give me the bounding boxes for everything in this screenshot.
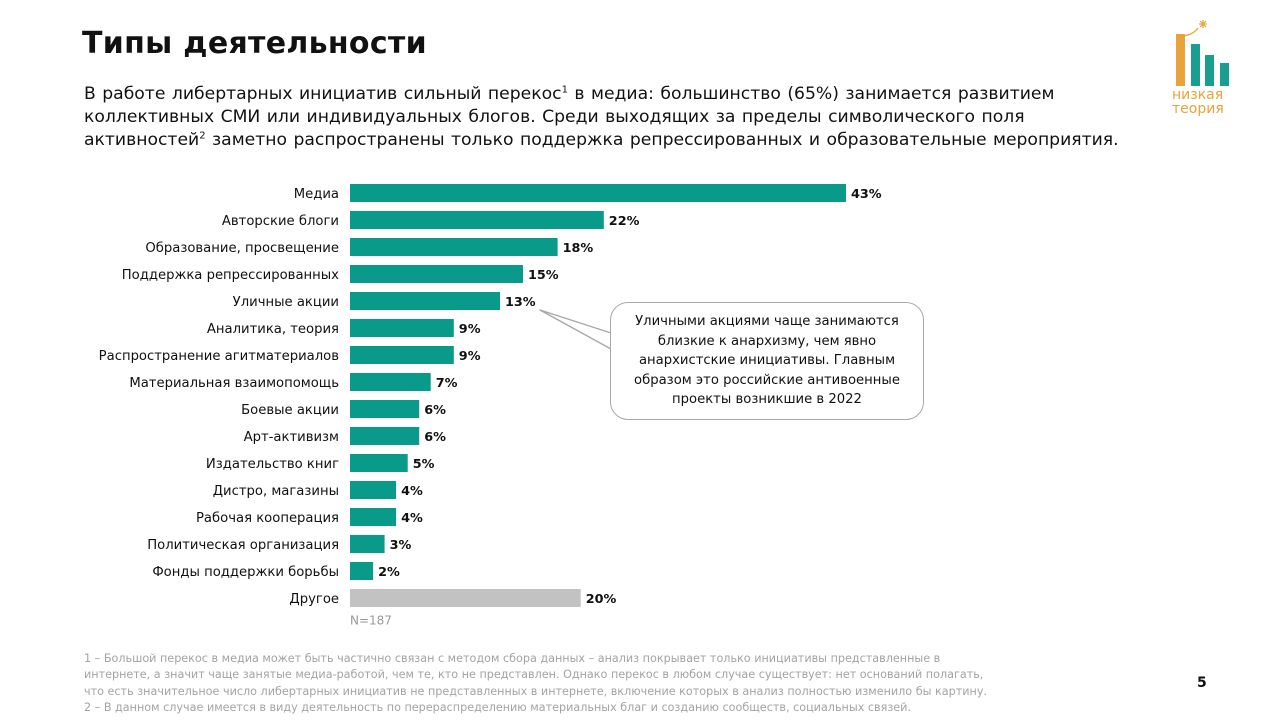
bar-value-label: 13%: [505, 295, 536, 310]
bar: [350, 427, 420, 445]
category-label: Рабочая кооперация: [196, 510, 339, 526]
bar: [350, 400, 420, 418]
bar: [350, 481, 397, 499]
bar: [350, 265, 523, 283]
bar: [350, 238, 558, 256]
lead-line-3-start: активностей: [84, 130, 200, 150]
bar: [350, 319, 454, 337]
bar: [350, 589, 581, 607]
bar-value-label: 4%: [401, 511, 423, 526]
bar-value-label: 9%: [459, 349, 481, 364]
activity-types-bar-chart: Медиа 43% Авторские блоги 22% Образование, п…: [99, 184, 882, 628]
category-label: Распространение агитматериалов: [99, 349, 339, 364]
category-label: Авторские блоги: [222, 213, 339, 229]
bar: [350, 508, 397, 526]
bar: [350, 535, 385, 553]
page-title: Типы деятельности: [82, 26, 427, 61]
lead-line-1-start: В работе либертарных инициатив сильный п…: [84, 84, 562, 104]
logo-word-1: низкая: [1172, 87, 1224, 103]
category-label: Фонды поддержки борьбы: [152, 564, 339, 580]
bar-value-label: 20%: [586, 592, 617, 607]
page-number: 5: [1197, 675, 1207, 691]
category-label: Уличные акции: [233, 295, 339, 310]
bar-value-label: 3%: [390, 538, 412, 553]
bar-value-label: 22%: [609, 214, 640, 229]
bar-value-label: 5%: [413, 457, 435, 472]
category-label: Медиа: [294, 187, 339, 202]
category-label: Материальная взаимопомощь: [129, 376, 339, 391]
bar: [350, 292, 500, 310]
bar: [350, 373, 431, 391]
logo: низкая теория: [1170, 18, 1240, 122]
bar-value-label: 2%: [378, 565, 400, 580]
category-label: Поддержка репрессированных: [122, 268, 339, 283]
lead-line-2: коллективных СМИ или индивидуальных блог…: [84, 107, 1025, 127]
logo-wordmark: низкая теория: [1172, 88, 1240, 116]
logo-word-2: теория: [1172, 101, 1224, 117]
lead-paragraph: В работе либертарных инициатив сильный п…: [84, 83, 1204, 152]
callout-pointer: [539, 309, 612, 350]
lead-line-1: В работе либертарных инициатив сильный п…: [84, 83, 1204, 106]
logo-bars-icon: [1176, 20, 1229, 86]
category-label: Издательство книг: [206, 457, 339, 472]
footnote-ref-2: 2: [199, 130, 206, 142]
footnote-1-line-3: что есть значительное число либертарных …: [84, 684, 987, 698]
category-label: Образование, просвещение: [145, 240, 339, 256]
sample-size-note: N=187: [350, 614, 392, 628]
bar-value-label: 4%: [401, 484, 423, 499]
category-label: Боевые акции: [241, 403, 339, 418]
footnote-ref-1: 1: [561, 84, 568, 96]
bar: [350, 454, 408, 472]
bar: [350, 562, 374, 580]
category-label: Аналитика, теория: [207, 322, 339, 337]
bar-value-label: 15%: [528, 268, 559, 283]
bar-value-label: 6%: [424, 430, 446, 445]
category-label: Дистро, магазины: [213, 484, 339, 499]
bar: [350, 211, 604, 229]
lead-line-3: активностей2 заметно распространены толь…: [84, 129, 1204, 152]
bar-value-label: 43%: [851, 187, 882, 202]
footnotes: 1 – Большой перекос в медиа может быть ч…: [84, 651, 1194, 717]
bar-value-label: 7%: [436, 376, 458, 391]
lead-line-3-end: заметно распространены только поддержка …: [205, 130, 1119, 150]
footnote-1-line-1: 1 – Большой перекос в медиа может быть ч…: [84, 652, 941, 665]
street-actions-callout: Уличными акциями чаще занимаются близкие…: [610, 302, 924, 420]
bar: [350, 184, 846, 202]
bar-value-label: 6%: [424, 403, 446, 418]
category-label: Другое: [289, 592, 339, 607]
category-label: Арт-активизм: [244, 430, 339, 445]
bar-value-label: 9%: [459, 322, 481, 337]
lead-line-1-end: в медиа: большинство (65%) занимается ра…: [567, 84, 1055, 104]
bar-value-label: 18%: [563, 241, 594, 256]
footnote-2: 2 – В данном случае имеется в виду деяте…: [84, 701, 912, 715]
bar: [350, 346, 454, 364]
footnote-1-line-2: интернете, а значит чаще занятые медиа-р…: [84, 668, 984, 682]
category-label: Политическая организация: [147, 538, 339, 553]
